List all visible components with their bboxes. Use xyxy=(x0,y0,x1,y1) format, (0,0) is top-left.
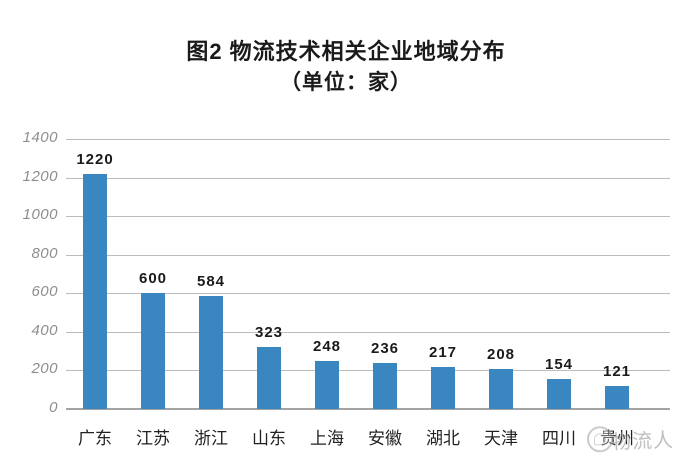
y-axis-tick-label: 600 xyxy=(31,283,58,301)
y-axis-tick-label: 400 xyxy=(31,321,58,339)
bar-value-label: 208 xyxy=(486,345,516,363)
x-axis-label: 湖北 xyxy=(426,429,460,448)
watermark-logo-icon xyxy=(586,425,614,453)
bar-value-label: 121 xyxy=(602,362,632,380)
bar xyxy=(431,367,455,409)
bar-value-label: 217 xyxy=(428,344,458,362)
bar xyxy=(315,361,339,409)
y-axis-tick-label: 1200 xyxy=(22,167,58,185)
gridline xyxy=(66,293,670,295)
x-axis-label: 上海 xyxy=(310,429,344,448)
y-axis-tick-label: 0 xyxy=(49,399,58,416)
bar xyxy=(199,296,223,409)
y-axis-tick-label: 1000 xyxy=(22,206,58,224)
bar-value-label: 1220 xyxy=(76,150,114,168)
y-axis-tick-label: 200 xyxy=(31,360,58,378)
x-axis-label: 广东 xyxy=(78,429,112,448)
x-axis-label: 四川 xyxy=(542,429,576,448)
x-axis-label: 浙江 xyxy=(194,429,228,448)
bar-value-label: 248 xyxy=(312,338,342,356)
x-axis-label: 山东 xyxy=(252,429,286,448)
bar xyxy=(605,385,629,409)
x-axis-label: 江苏 xyxy=(136,429,170,448)
chart-subtitle: （单位：家） xyxy=(280,71,412,94)
gridline xyxy=(66,254,670,256)
bar-value-label: 236 xyxy=(370,340,400,358)
bar xyxy=(547,379,571,409)
bar-value-label: 600 xyxy=(138,270,168,288)
x-axis-line xyxy=(66,408,670,410)
gridline xyxy=(66,216,670,218)
bar xyxy=(83,173,107,409)
x-axis-label: 安徽 xyxy=(368,429,402,448)
x-axis-label: 天津 xyxy=(484,429,518,448)
gridline xyxy=(66,139,670,140)
watermark-text: 物流人 xyxy=(610,429,675,454)
bar-value-label: 323 xyxy=(254,323,284,341)
gridline xyxy=(66,177,670,179)
bar-value-label: 584 xyxy=(196,273,226,291)
bar-value-label: 154 xyxy=(544,356,574,374)
bar xyxy=(489,368,513,409)
y-axis-tick-label: 800 xyxy=(31,244,58,262)
chart-title: 图2 物流技术相关企业地域分布 xyxy=(186,39,506,64)
watermark: 物流人 xyxy=(584,420,685,457)
gridline xyxy=(66,370,670,372)
y-axis-tick-label: 1400 xyxy=(22,129,58,146)
gridline xyxy=(66,331,670,333)
bar xyxy=(257,346,281,409)
bar xyxy=(373,363,397,409)
bar xyxy=(141,293,165,409)
